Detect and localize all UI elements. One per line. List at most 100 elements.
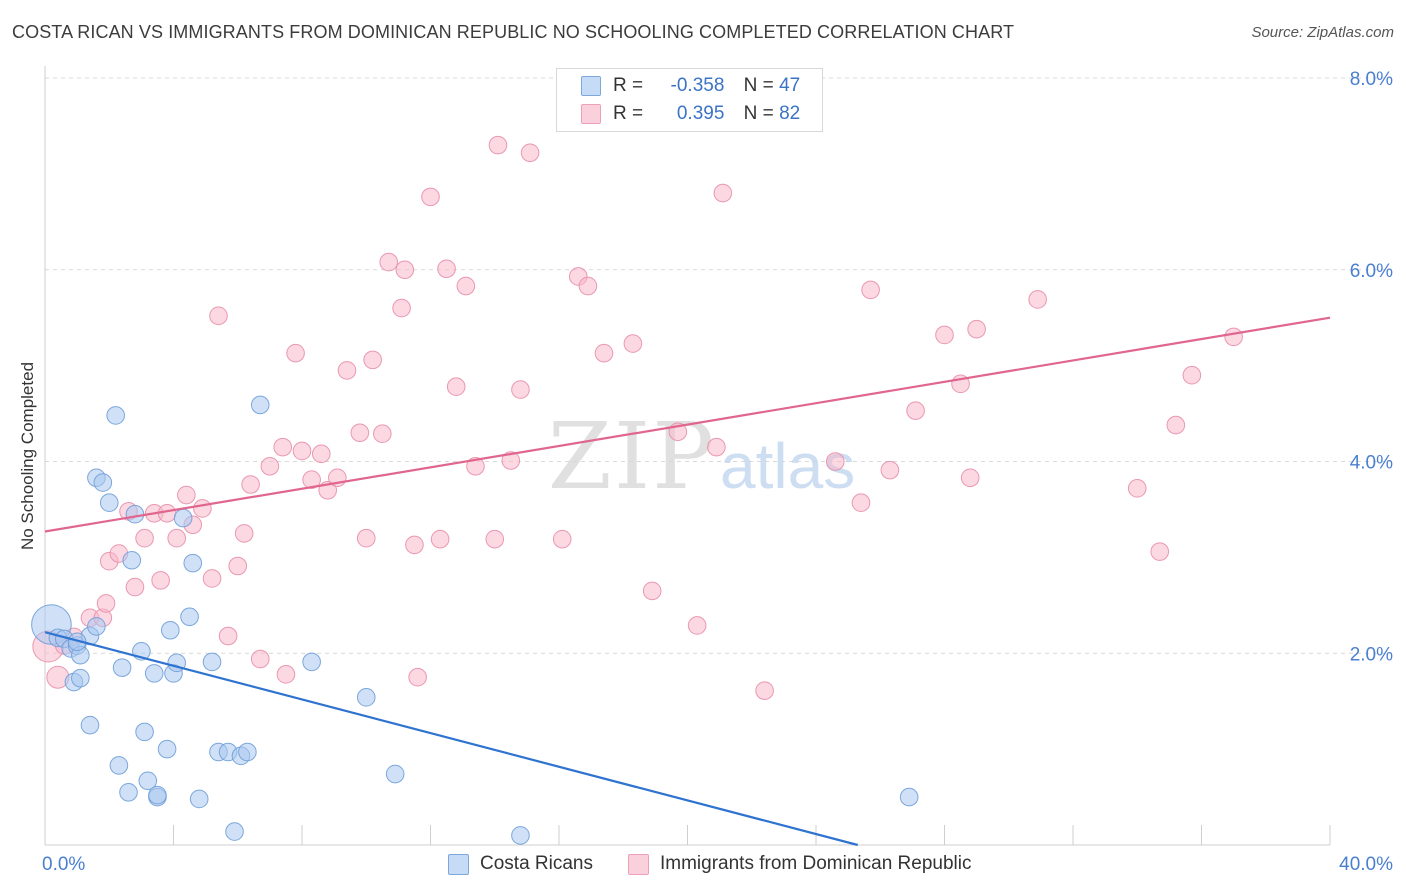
data-point-pink — [311, 444, 331, 464]
data-point-pink — [260, 456, 280, 476]
data-point-pink — [1150, 542, 1170, 561]
data-point-blue — [250, 395, 270, 415]
r-label: R = — [613, 103, 644, 124]
data-point-pink — [96, 594, 116, 613]
data-point-blue — [125, 504, 145, 524]
data-point-pink — [363, 350, 382, 370]
data-point-blue — [183, 553, 203, 573]
data-point-pink — [408, 667, 427, 687]
data-point-pink — [1182, 365, 1202, 385]
data-point-pink — [356, 528, 376, 548]
data-point-pink — [292, 441, 312, 461]
data-point-pink — [1224, 327, 1243, 347]
trend-line-pink — [44, 316, 1331, 533]
data-point-pink — [209, 306, 228, 326]
trend-line-blue — [44, 631, 859, 847]
data-point-pink — [713, 183, 733, 203]
data-point-pink — [623, 334, 643, 353]
data-point-blue — [148, 785, 167, 805]
legend-stats-pink: R = 0.395 N = 82 — [613, 103, 800, 125]
data-point-blue — [356, 688, 376, 707]
data-point-pink — [485, 529, 505, 549]
r-value: 0.395 — [676, 103, 725, 124]
data-point-pink — [218, 626, 238, 646]
data-point-pink — [302, 470, 321, 490]
data-point-blue — [71, 668, 90, 688]
data-point-pink — [707, 437, 726, 457]
data-point-pink — [642, 581, 662, 601]
n-label: N = — [743, 103, 774, 124]
data-point-pink — [1127, 479, 1147, 498]
source-credit: Source: ZipAtlas.com — [1251, 24, 1394, 41]
data-point-blue — [202, 652, 222, 672]
data-point-blue — [225, 822, 244, 841]
data-point-blue — [99, 493, 119, 513]
data-point-pink — [578, 276, 598, 296]
data-point-blue — [106, 406, 125, 425]
data-point-blue — [180, 607, 199, 627]
correlation-legend: R = -0.358 N = 47 R = 0.395 N = 82 — [556, 68, 823, 132]
x-tick-label-max: 40.0% — [1339, 854, 1393, 875]
y-tick-label: 2.0% — [1350, 644, 1393, 665]
data-point-pink — [228, 556, 248, 576]
data-point-blue — [138, 771, 158, 791]
y-tick-label: 4.0% — [1350, 453, 1393, 474]
data-point-pink — [421, 187, 440, 207]
legend-swatch-pink — [581, 104, 601, 124]
data-point-pink — [967, 319, 986, 339]
n-value: 47 — [779, 75, 801, 96]
r-value: -0.358 — [670, 75, 725, 96]
legend-label-costa-ricans: Costa Ricans — [480, 853, 593, 874]
data-point-pink — [193, 499, 212, 518]
data-point-blue — [157, 739, 177, 759]
data-point-pink — [276, 665, 296, 684]
watermark-zip: ZIP — [548, 403, 716, 510]
data-point-pink — [1028, 290, 1047, 309]
data-point-blue — [899, 787, 919, 807]
data-point-blue — [173, 508, 193, 528]
legend-swatch-blue — [581, 76, 601, 96]
data-point-pink — [379, 252, 399, 272]
data-point-pink — [825, 452, 845, 471]
data-point-pink — [960, 468, 980, 488]
data-point-blue — [109, 756, 129, 775]
data-point-pink — [552, 529, 572, 549]
data-point-pink — [234, 524, 254, 543]
data-point-pink — [1166, 415, 1186, 435]
data-point-pink — [373, 424, 392, 443]
data-point-blue — [238, 742, 257, 762]
data-point-pink — [135, 528, 154, 548]
data-point-blue — [189, 789, 209, 809]
data-point-pink — [687, 616, 707, 635]
data-point-pink — [395, 260, 415, 280]
data-point-blue — [511, 826, 530, 845]
data-point-blue — [144, 664, 164, 683]
data-point-pink — [851, 493, 871, 513]
data-point-blue — [87, 617, 106, 636]
data-point-pink — [520, 143, 540, 163]
data-point-pink — [405, 535, 424, 555]
data-point-pink — [594, 343, 614, 363]
data-point-pink — [167, 528, 187, 548]
data-point-pink — [350, 423, 370, 443]
data-point-blue — [385, 764, 405, 784]
data-point-pink — [456, 276, 476, 296]
data-point-pink — [906, 401, 925, 420]
data-point-blue — [93, 473, 113, 492]
data-point-pink — [151, 571, 170, 590]
x-tick-label-min: 0.0% — [42, 854, 85, 875]
data-point-pink — [755, 681, 774, 700]
y-tick-label: 8.0% — [1350, 69, 1393, 90]
data-point-pink — [501, 451, 521, 470]
data-point-blue — [119, 782, 138, 802]
data-point-pink — [177, 485, 196, 505]
legend-label-dominican: Immigrants from Dominican Republic — [660, 853, 972, 874]
data-point-blue — [122, 550, 142, 570]
data-point-pink — [488, 135, 508, 155]
data-point-pink — [286, 343, 305, 363]
n-label: N = — [743, 75, 774, 96]
data-point-pink — [880, 460, 900, 480]
data-point-pink — [202, 569, 222, 588]
chart-title: COSTA RICAN VS IMMIGRANTS FROM DOMINICAN… — [12, 22, 1015, 42]
